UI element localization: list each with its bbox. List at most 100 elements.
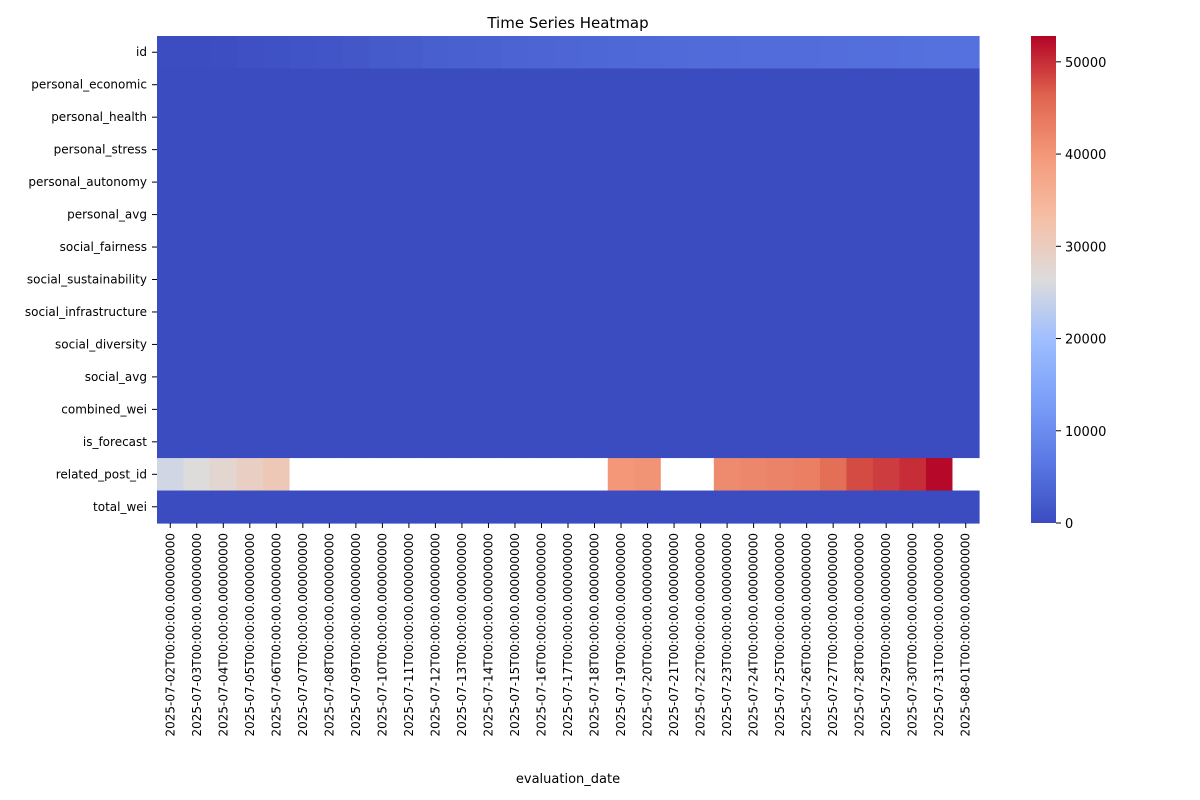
heatmap-cell [395, 425, 423, 459]
heatmap-cell [157, 393, 185, 427]
heatmap-cell [316, 68, 344, 102]
heatmap-cell [289, 425, 317, 459]
row-label: social_avg [85, 370, 147, 384]
heatmap-cell [501, 198, 529, 232]
heatmap-cell [422, 100, 450, 134]
heatmap-cell [475, 36, 503, 70]
heatmap-cell [872, 36, 901, 70]
heatmap-cell [846, 165, 874, 199]
heatmap-cell [236, 295, 264, 329]
column-label: 2025-07-21T00:00:00.000000000 [667, 533, 681, 737]
heatmap-cell [263, 36, 291, 70]
heatmap-cell [660, 263, 688, 297]
heatmap-cell [395, 490, 423, 524]
heatmap-cell [819, 165, 848, 199]
heatmap-cell [448, 490, 476, 524]
heatmap-cell [952, 36, 980, 70]
heatmap-cell [422, 328, 450, 362]
heatmap-cell [369, 360, 397, 394]
heatmap-cell [952, 328, 980, 362]
heatmap-cell [554, 425, 582, 459]
heatmap-cell [422, 360, 450, 394]
heatmap-cell [501, 360, 529, 394]
heatmap-cell [263, 100, 291, 134]
heatmap-cell [607, 133, 635, 167]
heatmap-cell [528, 68, 556, 102]
row-label: id [136, 45, 147, 59]
heatmap-cell [740, 36, 768, 70]
heatmap-cell [899, 165, 927, 199]
heatmap-cell [369, 393, 397, 427]
heatmap-cell [210, 100, 238, 134]
heatmap-cell [183, 36, 211, 70]
heatmap-cell [422, 36, 450, 70]
heatmap-cell [342, 393, 370, 427]
heatmap-cell [899, 328, 927, 362]
heatmap-cell [607, 425, 635, 459]
heatmap-cell [846, 328, 874, 362]
heatmap-cell [713, 425, 741, 459]
heatmap-cell [263, 68, 291, 102]
heatmap-cell [819, 133, 848, 167]
heatmap-cell [607, 100, 635, 134]
heatmap-cell [395, 328, 423, 362]
heatmap-cell [475, 295, 503, 329]
heatmap-cell [475, 360, 503, 394]
heatmap-cell [316, 165, 344, 199]
heatmap-cell [528, 393, 556, 427]
column-label: 2025-07-31T00:00:00.000000000 [932, 533, 946, 737]
heatmap-cell [819, 393, 848, 427]
heatmap-cell [846, 295, 874, 329]
heatmap-cell [210, 393, 238, 427]
heatmap-cell [342, 458, 370, 492]
heatmap-cell [236, 393, 264, 427]
heatmap-cell [793, 425, 821, 459]
heatmap-cell [872, 165, 901, 199]
heatmap-cell [342, 133, 370, 167]
heatmap-cell [236, 328, 264, 362]
heatmap-cell [448, 295, 476, 329]
heatmap-cell [183, 328, 211, 362]
heatmap-cell [528, 295, 556, 329]
heatmap-cell [793, 263, 821, 297]
column-label: 2025-07-11T00:00:00.000000000 [402, 533, 416, 737]
heatmap-cell [846, 490, 874, 524]
heatmap-cell [660, 68, 688, 102]
heatmap-cell [872, 100, 901, 134]
heatmap-cell [925, 198, 954, 232]
heatmap-cell [925, 490, 954, 524]
heatmap-cell [740, 100, 768, 134]
heatmap-cell [157, 328, 185, 362]
heatmap-cell [289, 295, 317, 329]
heatmap-cell [501, 263, 529, 297]
heatmap-cell [316, 198, 344, 232]
heatmap-cell [395, 68, 423, 102]
heatmap-cell [236, 263, 264, 297]
heatmap-cell [687, 68, 715, 102]
heatmap-cell [713, 490, 741, 524]
heatmap-cell [554, 295, 582, 329]
heatmap-cell [422, 68, 450, 102]
heatmap-cell [369, 328, 397, 362]
heatmap-cell [183, 263, 211, 297]
heatmap-cell [793, 360, 821, 394]
heatmap-cell [448, 393, 476, 427]
heatmap-cell [316, 230, 344, 264]
row-labels: id personal_economic personal_healthperson… [25, 45, 157, 514]
heatmap-cell [581, 165, 609, 199]
heatmap-cell [369, 425, 397, 459]
column-label: 2025-07-23T00:00:00.000000000 [720, 533, 734, 737]
heatmap-cell [316, 133, 344, 167]
heatmap-cell [952, 100, 980, 134]
heatmap-cell [846, 100, 874, 134]
heatmap-cell [236, 360, 264, 394]
heatmap-cell [607, 328, 635, 362]
heatmap-cell [210, 490, 238, 524]
heatmap-cell [554, 230, 582, 264]
column-label: 2025-07-16T00:00:00.000000000 [534, 533, 548, 737]
column-label: 2025-07-17T00:00:00.000000000 [561, 533, 575, 737]
heatmap-cell [581, 230, 609, 264]
heatmap-cell [793, 198, 821, 232]
heatmap-cell [501, 230, 529, 264]
heatmap-cell [554, 328, 582, 362]
